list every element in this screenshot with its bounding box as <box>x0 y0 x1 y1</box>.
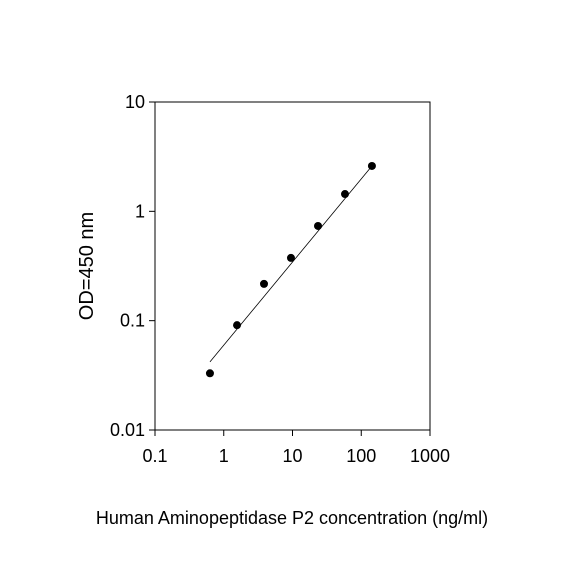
data-point <box>367 161 376 170</box>
data-point <box>205 369 214 378</box>
x-tick-label: 1000 <box>410 446 450 466</box>
x-tick-label: 10 <box>282 446 302 466</box>
y-tick-label: 1 <box>135 201 145 221</box>
data-point <box>286 253 295 262</box>
y-tick-label: 10 <box>125 92 145 112</box>
data-point <box>340 190 349 199</box>
x-tick-label: 100 <box>346 446 376 466</box>
data-point <box>233 321 242 330</box>
fit-line <box>209 165 373 363</box>
data-point <box>314 221 323 230</box>
y-tick-label: 0.1 <box>120 311 145 331</box>
x-tick-label: 0.1 <box>142 446 167 466</box>
y-axis-label: OD=450 nm <box>76 212 98 320</box>
x-tick-label: 1 <box>219 446 229 466</box>
data-point <box>260 279 269 288</box>
y-tick-label: 0.01 <box>110 420 145 440</box>
x-axis-label: Human Aminopeptidase P2 concentration (n… <box>96 508 488 528</box>
plot-frame <box>154 101 431 431</box>
